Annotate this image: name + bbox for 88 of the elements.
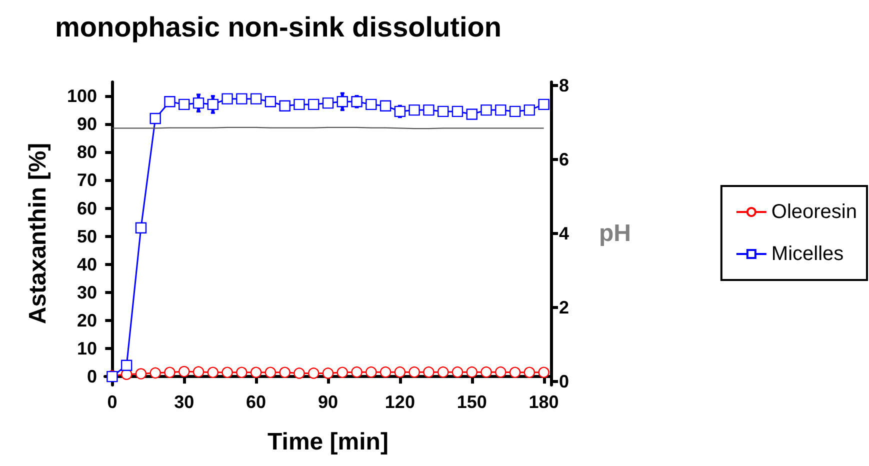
point bbox=[236, 93, 248, 104]
point bbox=[207, 366, 219, 378]
point bbox=[380, 366, 392, 378]
point bbox=[178, 366, 190, 378]
point bbox=[336, 96, 348, 108]
point bbox=[279, 366, 290, 378]
point bbox=[495, 104, 506, 116]
legend-label: Oleoresin bbox=[771, 201, 858, 223]
x-tick-label: 90 bbox=[318, 392, 338, 412]
point bbox=[308, 368, 320, 379]
point bbox=[538, 366, 550, 378]
chart-title: monophasic non-sink dissolution bbox=[55, 12, 502, 42]
point bbox=[423, 366, 434, 378]
x-tick-label: 60 bbox=[246, 392, 266, 412]
point bbox=[150, 112, 161, 124]
x-tick-label: 0 bbox=[107, 392, 118, 412]
point bbox=[351, 366, 362, 378]
point bbox=[264, 366, 276, 378]
point bbox=[509, 366, 521, 378]
point bbox=[294, 98, 305, 110]
point bbox=[509, 106, 521, 118]
y-tick-label: 90 bbox=[76, 114, 97, 134]
point bbox=[437, 106, 449, 118]
point bbox=[250, 366, 262, 378]
point bbox=[164, 96, 176, 108]
y-axis-title: Astaxanthin [%] bbox=[24, 142, 52, 324]
y2-tick-label: 2 bbox=[559, 297, 570, 318]
point bbox=[480, 366, 492, 378]
point bbox=[222, 93, 233, 104]
y-tick-label: 60 bbox=[76, 198, 97, 218]
y2-tick-label: 6 bbox=[559, 150, 570, 170]
point bbox=[366, 366, 377, 378]
point bbox=[538, 98, 550, 110]
y-tick-label: 100 bbox=[66, 86, 97, 106]
point bbox=[222, 366, 233, 378]
y2-tick-label: 0 bbox=[559, 371, 570, 392]
point bbox=[394, 366, 406, 378]
y-tick-label: 30 bbox=[76, 282, 97, 302]
point bbox=[408, 366, 420, 378]
point bbox=[524, 366, 536, 378]
x-tick-label: 30 bbox=[174, 392, 194, 412]
point bbox=[250, 93, 262, 104]
point bbox=[322, 368, 334, 379]
point bbox=[164, 366, 176, 378]
y-tick-label: 20 bbox=[76, 310, 97, 330]
point bbox=[279, 100, 290, 112]
point bbox=[524, 104, 536, 116]
point bbox=[423, 104, 434, 116]
y2-tick-label: 4 bbox=[559, 224, 570, 244]
point bbox=[452, 366, 464, 378]
point bbox=[452, 106, 464, 118]
point bbox=[236, 366, 248, 378]
x-tick-label: 150 bbox=[456, 392, 487, 412]
point bbox=[294, 368, 305, 379]
point bbox=[135, 368, 147, 380]
point bbox=[264, 96, 276, 108]
point bbox=[466, 108, 478, 120]
y-tick-label: 80 bbox=[76, 142, 97, 162]
point bbox=[408, 104, 420, 116]
y-tick-label: 70 bbox=[76, 170, 97, 190]
y2-tick-label: 8 bbox=[559, 76, 570, 96]
y-tick-label: 0 bbox=[86, 366, 97, 387]
y2-axis-title: pH bbox=[599, 220, 631, 247]
point bbox=[480, 104, 492, 116]
point bbox=[366, 98, 377, 110]
y-tick-label: 10 bbox=[76, 338, 97, 359]
point bbox=[336, 366, 348, 378]
point bbox=[394, 106, 406, 118]
point bbox=[495, 366, 506, 378]
point bbox=[322, 97, 334, 109]
point bbox=[178, 98, 190, 110]
point bbox=[150, 367, 161, 379]
point bbox=[351, 96, 362, 108]
x-axis-title: Time [min] bbox=[268, 428, 388, 456]
y-tick-label: 50 bbox=[76, 226, 97, 246]
x-tick-label: 120 bbox=[384, 392, 415, 412]
x-tick-label: 180 bbox=[528, 392, 559, 412]
point bbox=[308, 98, 320, 110]
point bbox=[207, 98, 219, 110]
point bbox=[192, 366, 204, 378]
point bbox=[120, 360, 132, 371]
point bbox=[438, 366, 449, 378]
point bbox=[380, 100, 392, 112]
legend-label: Micelles bbox=[771, 243, 844, 265]
point bbox=[466, 366, 478, 378]
y-tick-label: 40 bbox=[76, 254, 97, 274]
point bbox=[135, 222, 147, 234]
point bbox=[192, 97, 204, 109]
